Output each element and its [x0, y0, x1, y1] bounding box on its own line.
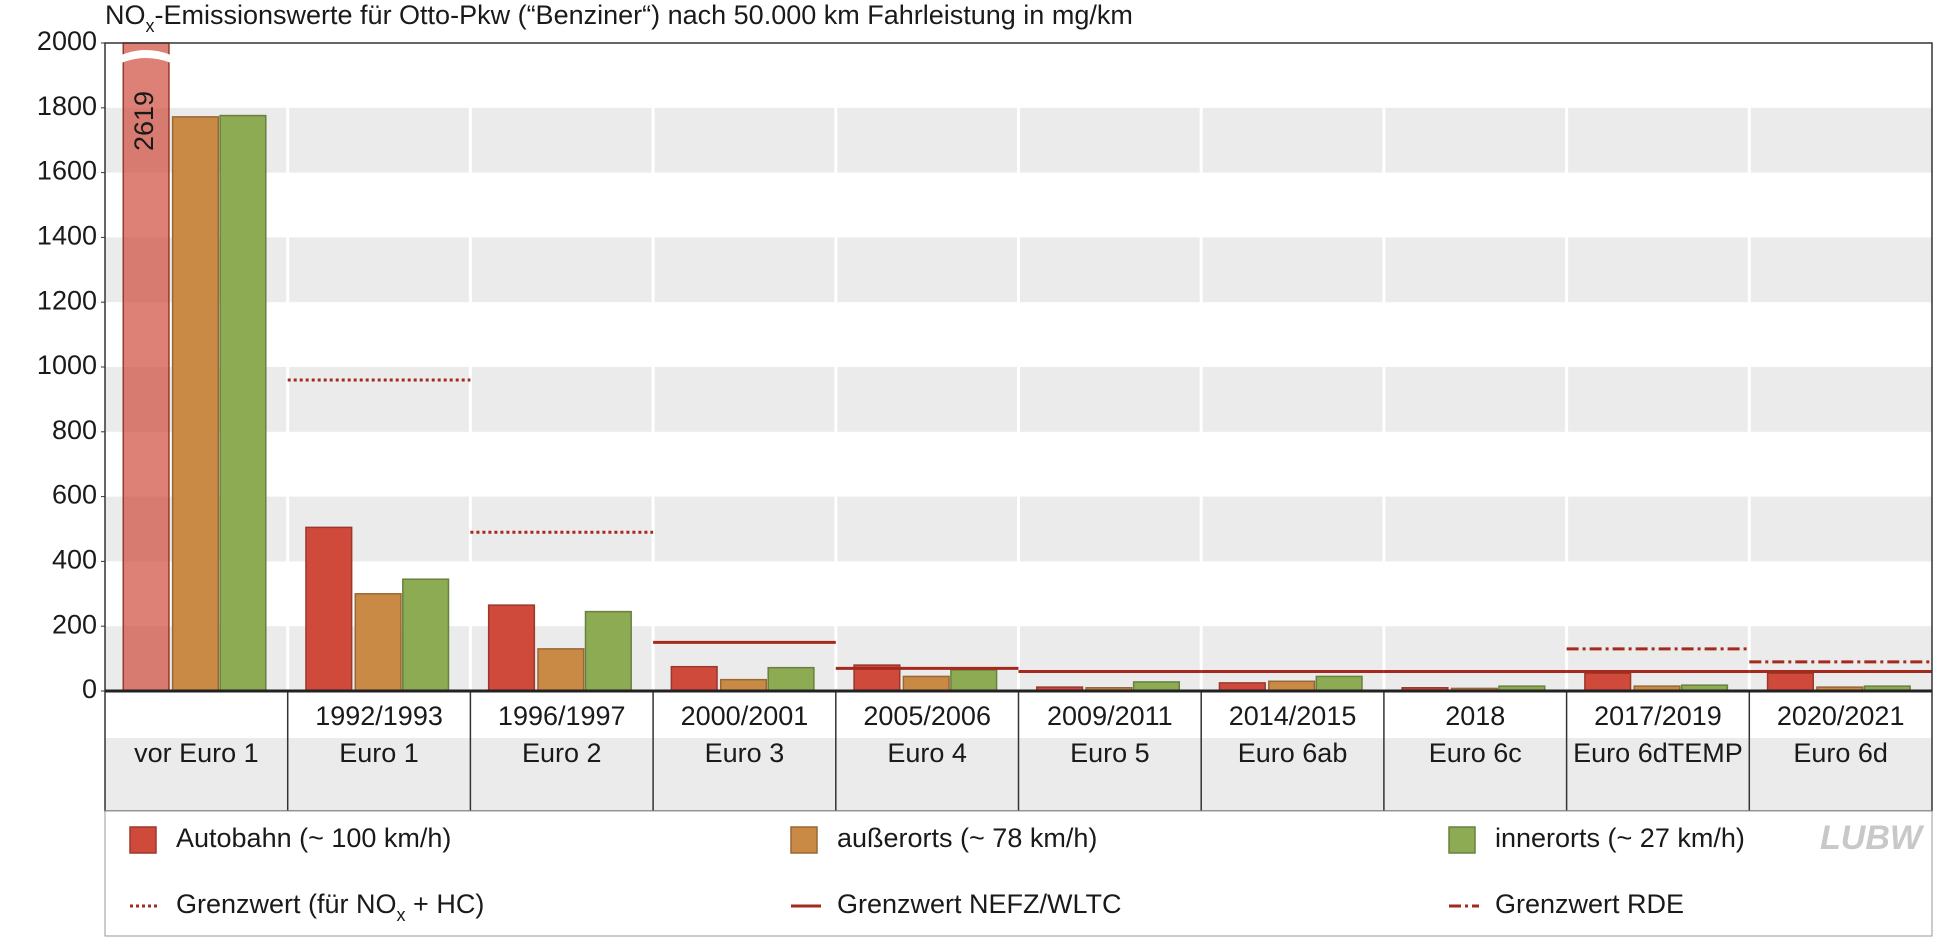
x-tick-label: Euro 6ab [1238, 738, 1348, 768]
logo: LUBW [1820, 819, 1925, 857]
legend-swatch [790, 826, 818, 854]
value-label: 2619 [129, 91, 159, 151]
text-part: Grenzwert NEFZ/WLTC [837, 889, 1122, 919]
y-tick-label: 1600 [37, 156, 97, 186]
x-year-label: 2005/2006 [863, 701, 991, 731]
legend-label: Autobahn (~ 100 km/h) [176, 823, 451, 853]
y-tick-label: 1200 [37, 285, 97, 315]
y-tick-label: 400 [52, 545, 97, 575]
x-tick-label: Euro 4 [887, 738, 967, 768]
text-part: Grenzwert RDE [1495, 889, 1684, 919]
bar [305, 526, 353, 692]
x-tick-label: Euro 3 [705, 738, 785, 768]
text-part: NO [105, 0, 146, 30]
bar [719, 678, 768, 692]
subscript: x [397, 905, 406, 925]
subscript: x [146, 16, 155, 36]
x-tick-label: Euro 5 [1070, 738, 1150, 768]
legend-label: innerorts (~ 27 km/h) [1495, 823, 1745, 853]
y-tick-label: 0 [82, 674, 97, 704]
x-tick-label: vor Euro 1 [134, 738, 259, 768]
bar [537, 648, 585, 692]
text-part: Grenzwert (für NO [176, 889, 397, 919]
bar [219, 114, 267, 692]
bar [1766, 672, 1814, 692]
bar [950, 669, 998, 692]
axis-break [121, 50, 171, 63]
text-part: -Emissionswerte für Otto-Pkw (“Benziner“… [155, 0, 1133, 30]
x-year-label: 2018 [1445, 701, 1505, 731]
x-year-label: 2020/2021 [1777, 701, 1905, 731]
chart-title: NOx-Emissionswerte für Otto-Pkw (“Benzin… [105, 0, 1133, 36]
legend-label: außerorts (~ 78 km/h) [837, 823, 1097, 853]
legend-label: Grenzwert NEFZ/WLTC [837, 889, 1122, 919]
bar [487, 604, 536, 692]
y-tick-label: 200 [52, 609, 97, 639]
x-tick-label: Euro 6d [1793, 738, 1888, 768]
y-tick-label: 600 [52, 480, 97, 510]
x-tick-label: Euro 6dTEMP [1573, 738, 1743, 768]
y-tick-label: 1800 [37, 91, 97, 121]
x-year-label: 2017/2019 [1594, 701, 1722, 731]
x-tick-label: Euro 2 [522, 738, 602, 768]
bar [354, 593, 402, 692]
legend-label: Grenzwert RDE [1495, 889, 1684, 919]
legend-swatch [1448, 826, 1476, 854]
bar [1315, 675, 1363, 692]
x-tick-label: Euro 6c [1429, 738, 1522, 768]
x-year-label: 1992/1993 [315, 701, 443, 731]
x-year-label: 2009/2011 [1047, 701, 1173, 731]
bar [902, 675, 950, 692]
legend-label: Grenzwert (für NOx + HC) [176, 889, 484, 925]
bar [122, 42, 170, 692]
bar [584, 610, 632, 692]
text-part: + HC) [406, 889, 485, 919]
y-tick-label: 2000 [37, 26, 97, 56]
y-tick-label: 800 [52, 415, 97, 445]
bar [767, 666, 815, 692]
x-tick-label: Euro 1 [339, 738, 419, 768]
bar [402, 578, 450, 692]
x-year-label: 1996/1997 [498, 701, 626, 731]
legend-frame [104, 810, 1933, 937]
legend-swatch [129, 826, 157, 854]
y-tick-label: 1000 [37, 350, 97, 380]
x-year-label: 2000/2001 [681, 701, 809, 731]
x-year-label: 2014/2015 [1229, 701, 1357, 731]
bar [670, 665, 718, 692]
bar [171, 116, 220, 692]
bar [1584, 672, 1632, 692]
y-tick-label: 1400 [37, 221, 97, 251]
